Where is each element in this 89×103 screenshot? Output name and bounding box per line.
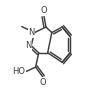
Text: O: O xyxy=(40,78,46,87)
Text: O: O xyxy=(41,6,47,15)
Text: N: N xyxy=(28,28,35,37)
Text: HO: HO xyxy=(12,67,25,76)
Text: N: N xyxy=(25,41,31,50)
